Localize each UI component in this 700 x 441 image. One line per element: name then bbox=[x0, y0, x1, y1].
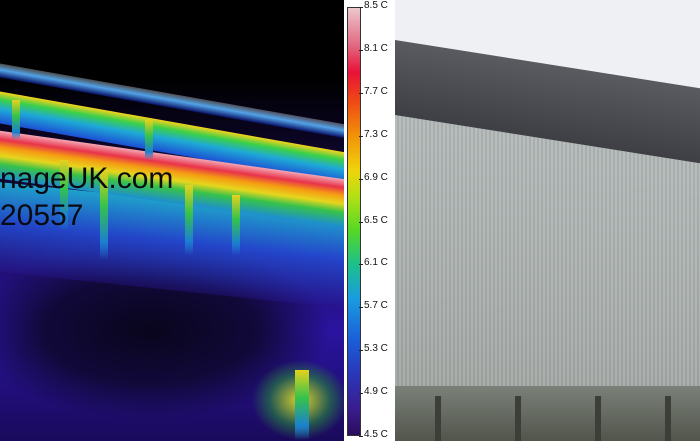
watermark-text-line2: 20557 bbox=[0, 199, 84, 232]
thermal-drip bbox=[12, 100, 20, 140]
scale-tick bbox=[359, 307, 363, 309]
scale-tick bbox=[359, 49, 363, 51]
thermal-drip bbox=[60, 160, 68, 230]
ground bbox=[395, 386, 700, 441]
scale-tick bbox=[359, 92, 363, 94]
fence-post bbox=[515, 396, 521, 441]
fence-post bbox=[665, 396, 671, 441]
scale-tick bbox=[359, 7, 363, 8]
scale-label: 8.5 C bbox=[364, 0, 388, 11]
scale-tick bbox=[359, 350, 363, 352]
fence-post bbox=[435, 396, 441, 441]
thermal-drip bbox=[145, 120, 153, 160]
scale-tick bbox=[359, 264, 363, 266]
thermal-image: nageUK.com 20557 bbox=[0, 0, 344, 441]
scale-tick bbox=[359, 393, 363, 395]
scale-label: 6.5 C bbox=[364, 214, 388, 226]
watermark-text-line1: nageUK.com bbox=[0, 162, 174, 195]
scale-label: 8.1 C bbox=[364, 42, 388, 54]
scale-label: 5.3 C bbox=[364, 343, 388, 355]
scale-label: 6.9 C bbox=[364, 171, 388, 183]
thermal-drip bbox=[295, 370, 309, 440]
fence-post bbox=[595, 396, 601, 441]
building-photo bbox=[395, 0, 700, 441]
scale-tick bbox=[359, 221, 363, 223]
thermal-drip bbox=[185, 185, 193, 255]
scale-tick bbox=[359, 178, 363, 180]
scale-label: 4.5 C bbox=[364, 429, 388, 440]
scale-label: 7.7 C bbox=[364, 85, 388, 97]
scale-label: 6.1 C bbox=[364, 257, 388, 269]
scale-label: 5.7 C bbox=[364, 300, 388, 312]
scale-label: 4.9 C bbox=[364, 386, 388, 398]
scale-tick bbox=[359, 436, 363, 437]
scale-label: 7.3 C bbox=[364, 128, 388, 140]
scale-tick bbox=[359, 135, 363, 137]
thermal-drip bbox=[100, 170, 108, 260]
thermal-drip bbox=[232, 195, 240, 255]
